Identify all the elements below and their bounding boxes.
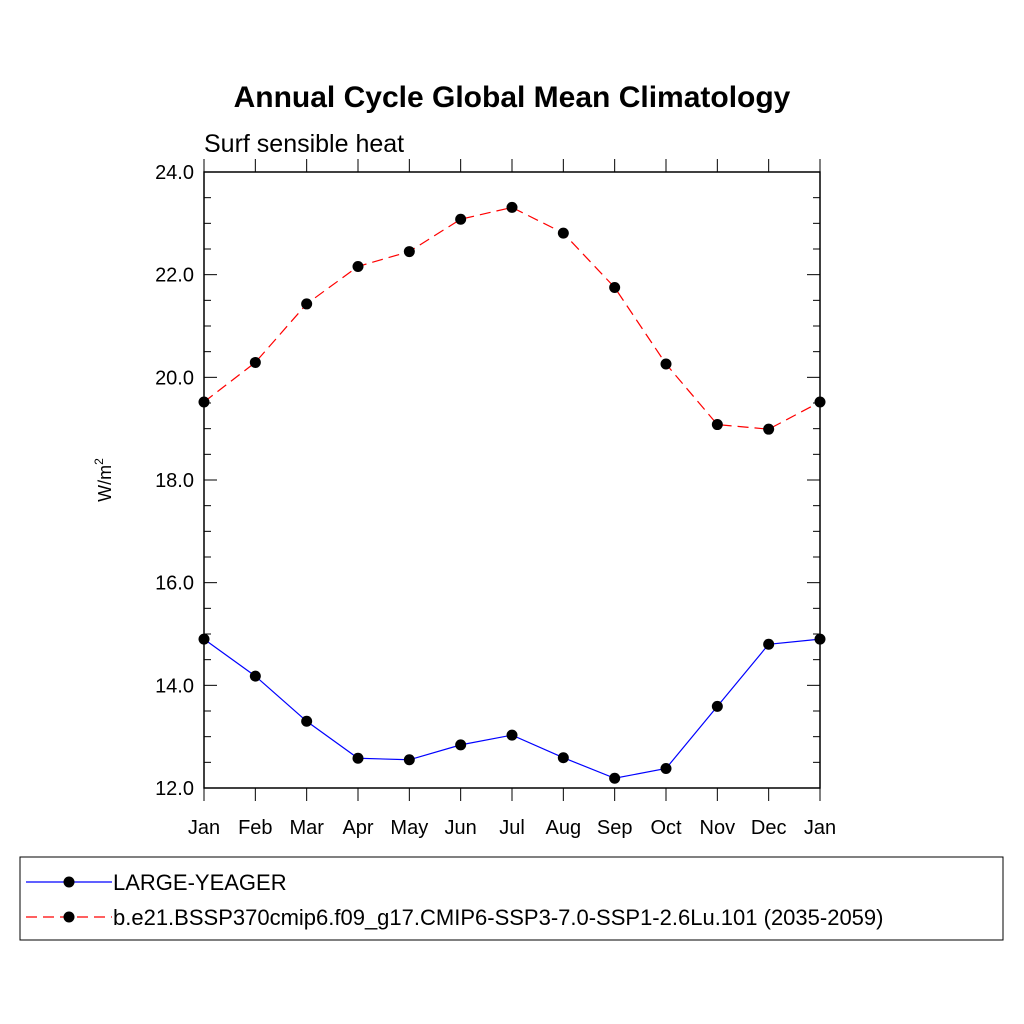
series-line	[203, 206, 821, 430]
data-point	[455, 739, 467, 751]
data-point	[557, 227, 569, 239]
y-tick-label: 20.0	[155, 367, 194, 389]
data-point	[711, 419, 723, 431]
x-tick-label: Jul	[499, 817, 525, 839]
x-tick-label: Dec	[751, 817, 787, 839]
data-point	[301, 298, 313, 310]
legend-box	[19, 856, 1004, 941]
data-point	[403, 754, 415, 766]
series-1	[198, 633, 826, 784]
x-tick-label: Jan	[188, 817, 220, 839]
data-point	[455, 213, 467, 225]
y-axis-label-text: W/m2	[92, 458, 115, 502]
data-point	[609, 282, 621, 293]
y-axis-label: W/m2	[92, 458, 115, 502]
data-point	[352, 752, 364, 764]
series-2	[198, 201, 826, 435]
chart-title: Annual Cycle Global Mean Climatology	[234, 81, 791, 114]
y-tick-label: 12.0	[155, 778, 194, 800]
y-tick-label: 14.0	[155, 675, 194, 697]
chart-subtitle: Surf sensible heat	[204, 130, 404, 158]
data-point	[506, 201, 518, 213]
legend-label: b.e21.BSSP370cmip6.f09_g17.CMIP6-SSP3-7.…	[113, 905, 883, 930]
data-point	[249, 670, 261, 682]
x-tick-label: Jan	[804, 817, 836, 839]
data-point	[557, 752, 569, 764]
y-tick-label: 24.0	[155, 162, 194, 184]
legend-marker	[63, 876, 75, 888]
data-point	[352, 260, 364, 272]
legend-entry-2: b.e21.BSSP370cmip6.f09_g17.CMIP6-SSP3-7.…	[26, 905, 883, 930]
x-tick-label: Nov	[700, 817, 736, 839]
x-tick-label: May	[390, 817, 428, 839]
y-tick-label: 16.0	[155, 573, 194, 595]
data-point	[711, 700, 723, 712]
data-point	[763, 423, 775, 435]
y-axis-label-superscript: 2	[92, 458, 106, 465]
legend-marker	[63, 911, 75, 923]
data-point	[763, 638, 775, 650]
series-layer	[198, 201, 826, 784]
y-tick-label: 18.0	[155, 470, 194, 492]
axis-tick-labels: 12.0 14.0 16.0 18.0 20.0 22.0 24.0 Jan Feb Mar Apr…	[155, 162, 836, 839]
data-point	[301, 715, 313, 727]
x-tick-label: Feb	[238, 817, 272, 839]
data-point	[609, 772, 621, 784]
data-point	[249, 356, 261, 368]
data-point	[403, 246, 415, 258]
legend: LARGE-YEAGER b.e21.BSSP370cmip6.f09_g17.C…	[19, 856, 1004, 941]
y-axis-label-unit: W/m	[95, 465, 115, 502]
x-tick-label: Jun	[445, 817, 477, 839]
legend-entry-1: LARGE-YEAGER	[26, 870, 287, 895]
x-tick-label: Oct	[650, 817, 682, 839]
axis-ticks	[203, 159, 821, 801]
x-tick-label: Apr	[342, 817, 373, 839]
series-line	[203, 638, 821, 779]
data-point	[660, 358, 672, 370]
data-point	[660, 762, 672, 774]
x-tick-label: Sep	[597, 817, 633, 839]
x-tick-label: Aug	[546, 817, 582, 839]
data-point	[506, 729, 518, 741]
legend-label: LARGE-YEAGER	[113, 870, 287, 895]
y-tick-label: 22.0	[155, 265, 194, 287]
x-tick-label: Mar	[289, 817, 324, 839]
plot-frame	[203, 171, 821, 789]
